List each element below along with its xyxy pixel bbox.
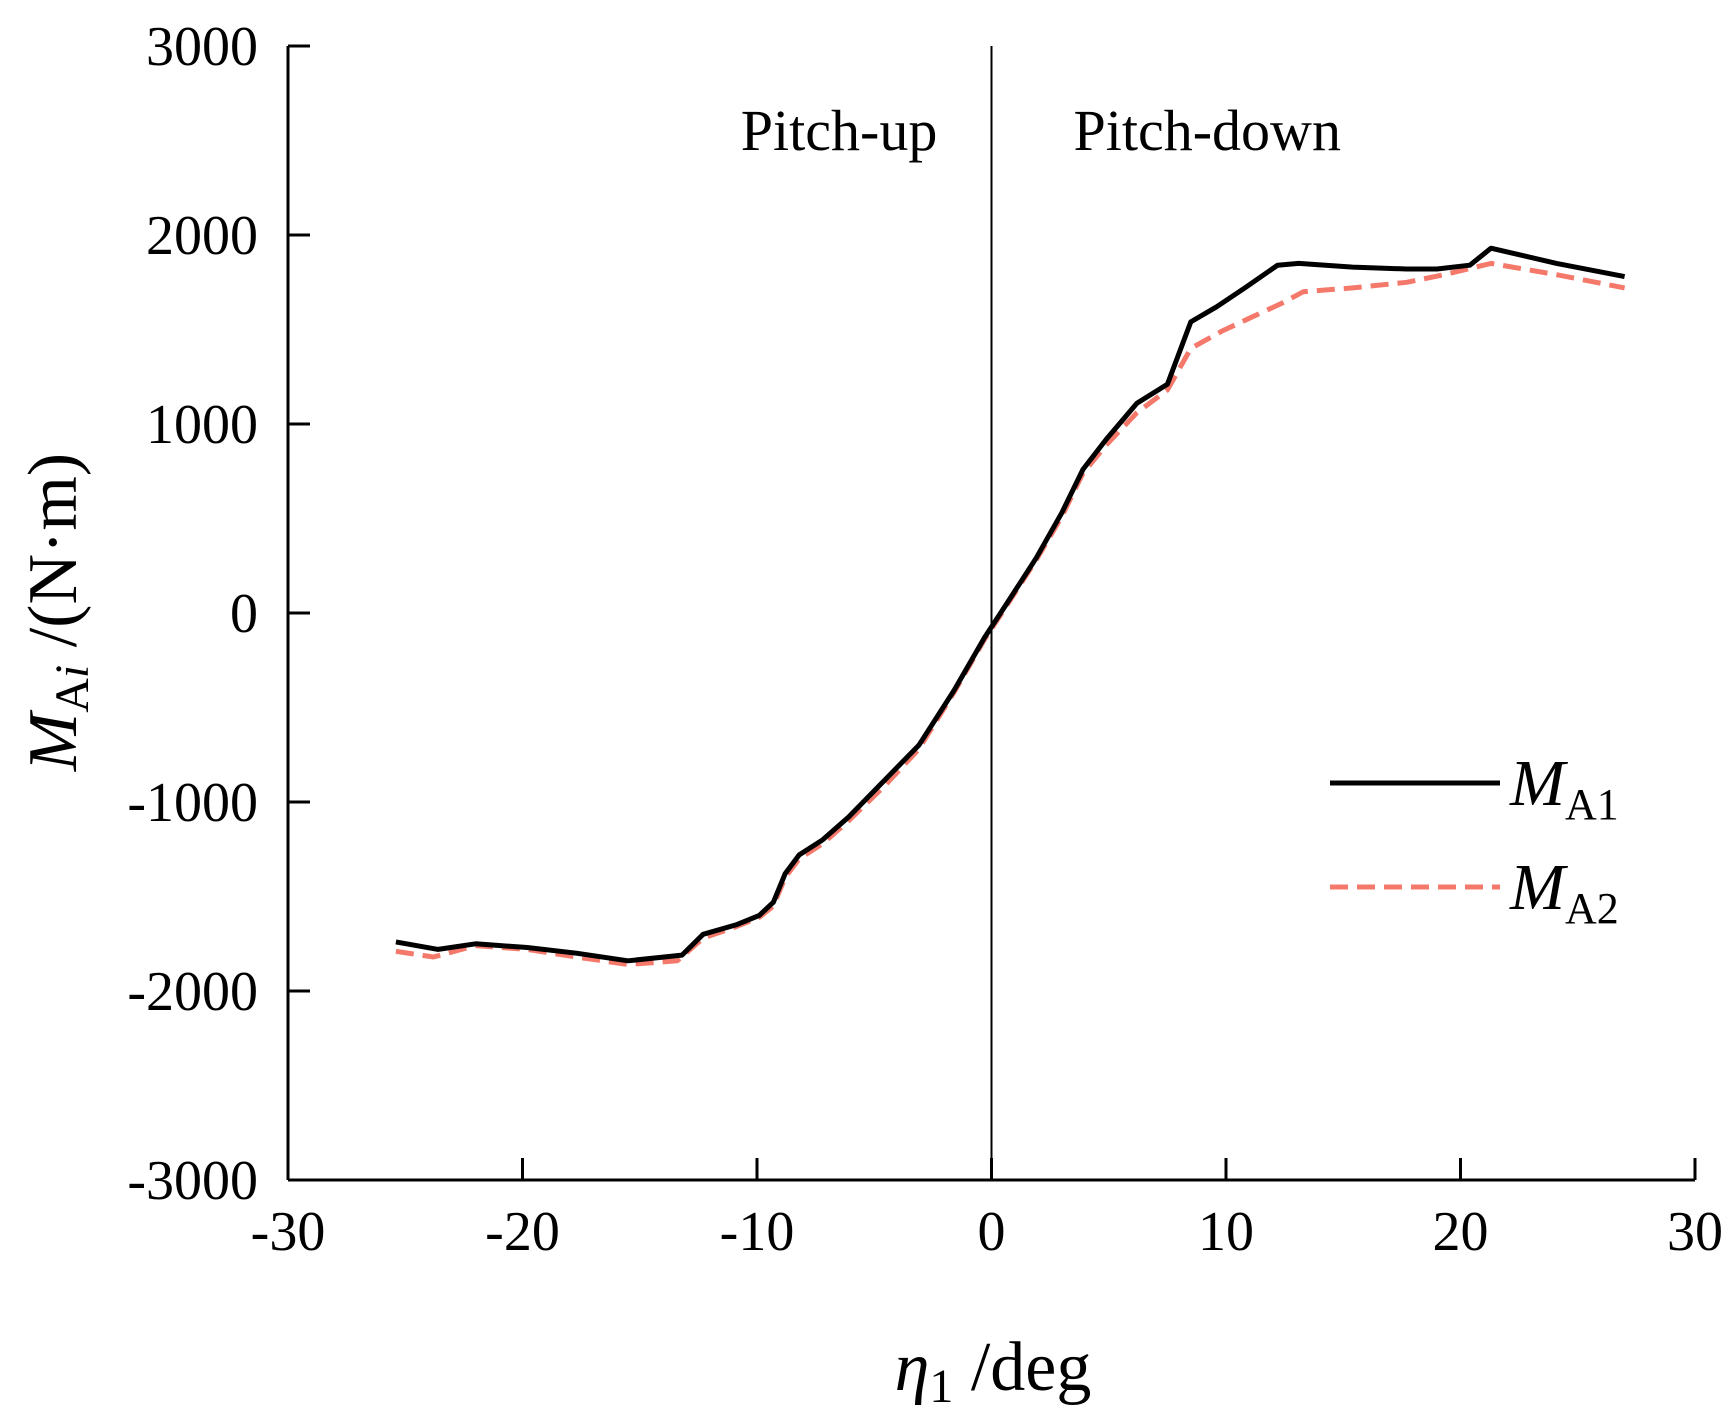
x-tick-label: -20: [485, 1201, 560, 1263]
y-tick-label: -1000: [127, 772, 258, 834]
x-axis-subscript: 1: [929, 1360, 953, 1413]
y-tick-label: 1000: [146, 394, 258, 456]
annotation-pitch-down: Pitch-down: [1074, 98, 1341, 163]
legend: MA1 MA2: [1330, 747, 1619, 933]
x-tick-label: 10: [1198, 1201, 1254, 1263]
legend-label-ma2: MA2: [1509, 851, 1619, 933]
x-tick-label: -30: [251, 1201, 326, 1263]
legend-label-ma1: MA1: [1509, 747, 1619, 829]
y-tick-label: 0: [230, 583, 258, 645]
y-tick-label: -3000: [127, 1150, 258, 1212]
series-layer: [395, 245, 1626, 967]
y-tick-label: -2000: [127, 961, 258, 1023]
y-axis-unit: /(N·m): [15, 453, 92, 665]
x-axis-symbol: η: [895, 1329, 930, 1406]
y-axis-title: MAi /(N·m): [15, 453, 99, 772]
annotations: Pitch-up Pitch-down: [741, 98, 1341, 163]
y-tick-label: 3000: [146, 16, 258, 78]
y-tick-label: 2000: [146, 205, 258, 267]
x-tick-label: 20: [1433, 1201, 1489, 1263]
legend-ma1-subscript: A1: [1565, 780, 1619, 829]
x-tick-label: 0: [978, 1201, 1006, 1263]
x-tick-label: -10: [720, 1201, 795, 1263]
legend-ma1-symbol: M: [1509, 747, 1569, 820]
y-axis-subscript-italic: i: [46, 665, 99, 678]
x-tick-label: 30: [1667, 1201, 1723, 1263]
x-axis-title: η1 /deg: [895, 1329, 1092, 1413]
annotation-pitch-up: Pitch-up: [741, 98, 938, 163]
series-ma1-line: [395, 245, 1626, 964]
series-ma2-line: [395, 260, 1626, 967]
y-axis-symbol: M: [15, 709, 92, 772]
axes: -3000 -2000 -1000 0 1000 2000 3000 -30 -20 -10 0 10…: [127, 16, 1723, 1263]
y-axis-subscript-upright: A: [46, 678, 99, 713]
x-axis-unit: /deg: [953, 1329, 1091, 1406]
legend-ma2-symbol: M: [1509, 851, 1569, 924]
legend-ma2-subscript: A2: [1565, 884, 1619, 933]
